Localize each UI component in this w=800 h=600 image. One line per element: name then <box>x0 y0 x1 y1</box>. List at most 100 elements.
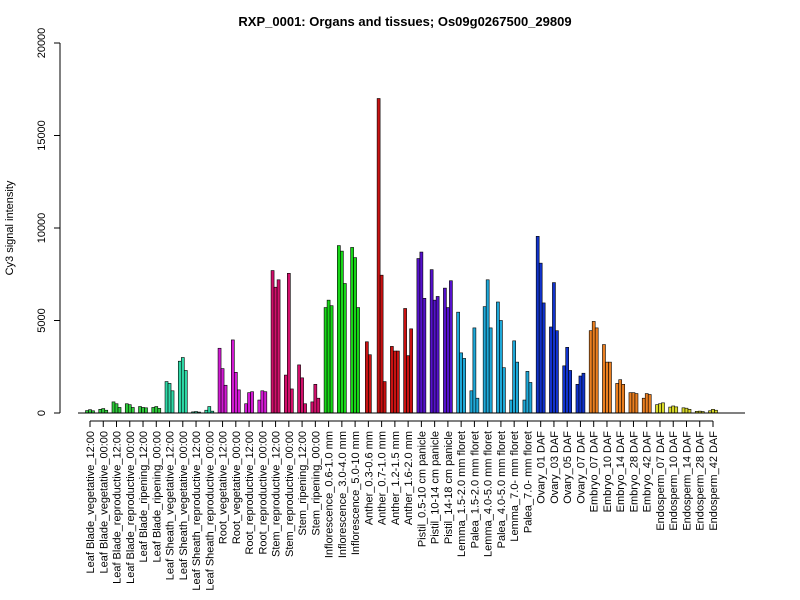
bar <box>644 393 649 414</box>
x-tick-label: Lemma_4.0-5.0 mm floret <box>483 431 495 557</box>
x-tick-label: Leaf Blade_ripening_00:00 <box>151 431 163 563</box>
bar <box>591 321 596 414</box>
bar <box>340 250 344 414</box>
x-tick-label: Inflorescence_5.0-10 mm <box>350 431 362 555</box>
bar <box>284 374 288 414</box>
bars <box>85 98 718 414</box>
bar <box>343 283 347 414</box>
bar <box>117 407 122 414</box>
bar <box>326 299 331 414</box>
chart-title: RXP_0001: Organs and tissues; Os09g02675… <box>238 14 571 29</box>
bar <box>303 403 307 414</box>
bar <box>446 307 450 414</box>
x-tick-label: Leaf Sheath_vegetative_12:00 <box>165 431 177 580</box>
bar <box>499 320 503 414</box>
bar <box>170 390 175 414</box>
x-tick-label: Embryo_10 DAF <box>602 431 614 513</box>
bar <box>443 287 447 414</box>
bar <box>552 282 556 414</box>
bar <box>515 361 519 414</box>
bar <box>234 371 238 414</box>
bar <box>608 361 612 414</box>
bar <box>485 279 490 414</box>
x-tick-label: Leaf Blade_vegetative_12:00 <box>85 431 97 574</box>
bar <box>456 311 460 414</box>
x-tick-label: Anther_0.3-0.6 mm <box>363 431 375 525</box>
bar <box>535 236 540 414</box>
bar <box>144 407 148 414</box>
x-tick-label: Leaf Sheath_reproductive_12:00 <box>191 431 203 591</box>
bar <box>647 394 652 414</box>
bar <box>244 403 248 414</box>
x-tick-label: Anther_0.7-1.0 mm <box>377 431 389 525</box>
bar <box>247 392 251 414</box>
bar <box>368 354 372 414</box>
bar <box>207 406 212 414</box>
x-tick-label: Palea_1.5-2.0 mm floret <box>469 431 481 548</box>
bar <box>512 340 516 414</box>
bar <box>154 406 159 414</box>
x-tick-label: Root_reproductive_00:00 <box>257 431 269 555</box>
bar <box>323 307 328 414</box>
x-tick-label: Leaf Blade_reproductive_12:00 <box>112 431 124 584</box>
bar <box>621 384 626 414</box>
bar <box>472 327 477 414</box>
x-tick-label: Leaf Sheath_reproductive_00:00 <box>204 431 216 591</box>
x-tick-label: Leaf Blade_vegetative_00:00 <box>98 431 110 574</box>
bar <box>409 328 413 414</box>
bar <box>687 408 692 414</box>
bar <box>263 391 268 414</box>
bar <box>310 401 315 414</box>
bar <box>379 274 384 414</box>
x-tick-label: Stem_reproductive_12:00 <box>271 431 283 557</box>
x-tick-label: Root_vegetative_00:00 <box>231 431 243 544</box>
bar <box>562 365 566 414</box>
bar <box>376 98 381 414</box>
bar <box>594 327 599 414</box>
bar <box>565 347 569 414</box>
bar <box>350 247 354 414</box>
bar <box>588 330 593 414</box>
bar <box>403 308 407 414</box>
x-tick-label: Embryo_28 DAF <box>628 431 640 513</box>
bar <box>419 251 424 414</box>
bar <box>390 346 394 414</box>
y-tick-label: 20000 <box>36 28 48 59</box>
bar <box>130 407 135 414</box>
bar <box>459 352 463 414</box>
bar <box>127 404 132 414</box>
bar <box>422 297 427 414</box>
bar <box>628 392 633 414</box>
bar <box>231 339 235 414</box>
bar <box>297 364 301 414</box>
y-tick-label: 0 <box>36 410 48 416</box>
bar <box>183 370 188 414</box>
bar <box>260 390 265 414</box>
bar <box>114 403 119 414</box>
bar <box>151 407 156 414</box>
x-tick-label: Endosperm_14 DAF <box>681 431 693 531</box>
bar <box>469 390 474 414</box>
bar <box>711 408 715 414</box>
x-tick-label: Endosperm_10 DAF <box>668 431 680 531</box>
x-tick-label: Leaf Blade_ripening_12:00 <box>138 431 150 563</box>
bar <box>509 399 513 414</box>
x-tick-label: Stem_ripening_12:00 <box>297 431 309 536</box>
x-tick-label: Embryo_14 DAF <box>615 431 627 513</box>
bar <box>220 368 225 414</box>
bar <box>124 403 129 414</box>
bar <box>602 344 606 414</box>
y-tick-label: 15000 <box>36 120 48 151</box>
bar <box>141 407 145 414</box>
bar <box>393 350 397 414</box>
bar <box>365 341 369 414</box>
x-tick-label: Endosperm_07 DAF <box>655 431 667 531</box>
bar <box>101 408 106 414</box>
x-tick-label: Pistil_0.5-10 cm panicle <box>416 431 428 547</box>
bar <box>578 375 583 414</box>
x-tick-label: Embryo_42 DAF <box>642 431 654 513</box>
bar <box>538 262 543 414</box>
bar <box>449 280 453 414</box>
bar <box>313 384 318 414</box>
